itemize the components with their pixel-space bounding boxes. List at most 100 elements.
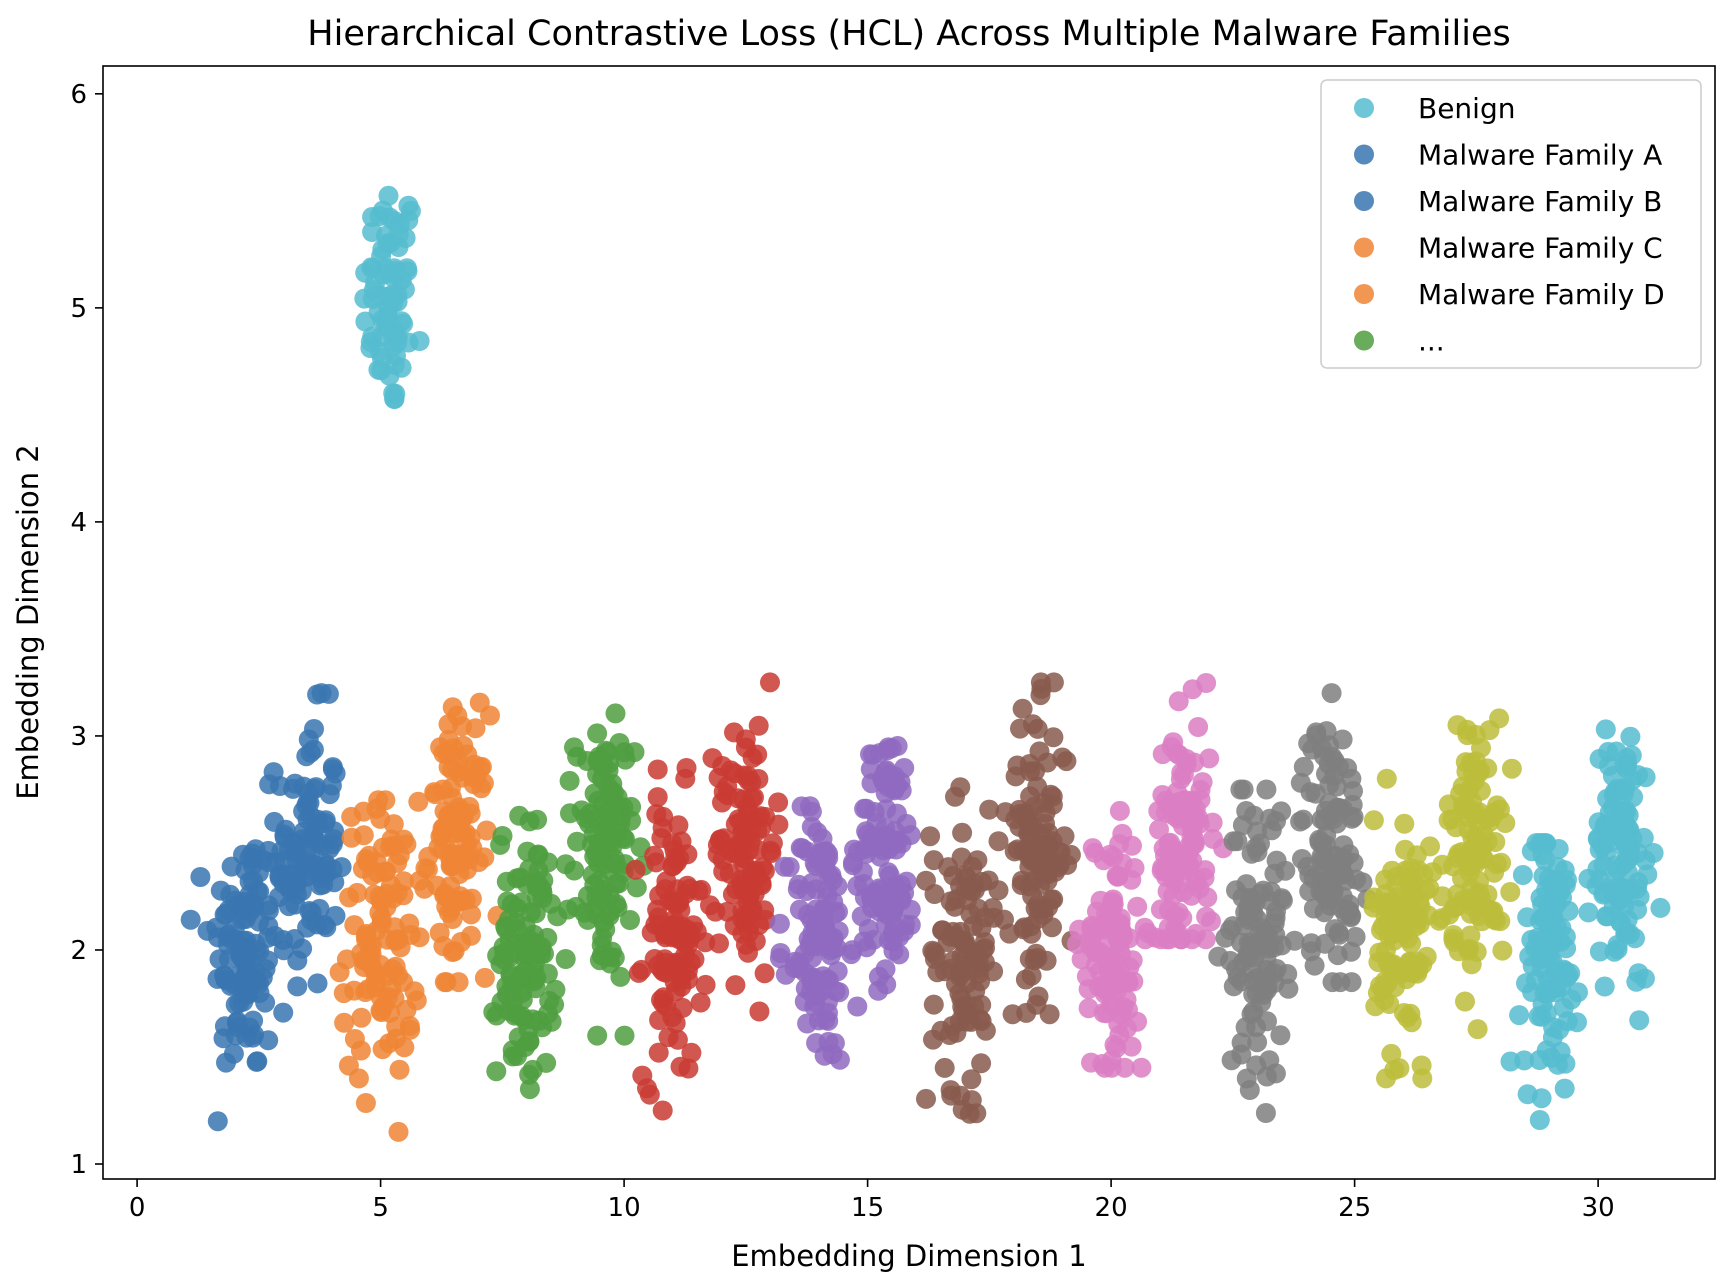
data-point	[668, 815, 689, 836]
data-point	[1319, 793, 1340, 814]
data-point	[354, 288, 375, 309]
data-point	[1554, 1078, 1575, 1099]
data-point	[923, 1029, 943, 1050]
data-point	[344, 1029, 365, 1049]
data-point	[283, 778, 303, 799]
data-point	[1171, 929, 1192, 950]
data-point	[779, 857, 800, 877]
data-point	[1255, 1103, 1276, 1123]
data-point	[318, 683, 339, 704]
legend-marker	[1354, 284, 1374, 304]
data-point	[1620, 880, 1641, 901]
data-point	[1256, 779, 1277, 800]
data-point	[384, 211, 405, 231]
data-point	[983, 907, 1004, 928]
data-point	[1341, 905, 1362, 926]
data-point	[365, 272, 386, 293]
data-point	[582, 864, 603, 885]
data-point	[1246, 1017, 1266, 1038]
data-point	[1314, 902, 1335, 923]
data-point	[1078, 979, 1099, 1000]
data-point	[946, 1022, 967, 1043]
data-point	[817, 886, 838, 907]
data-point	[1270, 1025, 1291, 1046]
data-point	[829, 982, 850, 1003]
data-point	[1158, 833, 1179, 854]
data-point	[1266, 811, 1286, 832]
data-point	[307, 973, 328, 994]
data-point	[665, 1013, 686, 1034]
data-point	[1333, 835, 1354, 856]
data-point	[754, 963, 775, 984]
data-point	[1188, 717, 1209, 737]
data-point	[1616, 748, 1637, 769]
data-point	[680, 952, 701, 973]
data-point	[934, 1057, 955, 1078]
data-point	[567, 746, 588, 767]
data-point	[1384, 930, 1404, 951]
data-point	[1517, 1084, 1538, 1105]
data-point	[648, 955, 668, 976]
data-point	[1444, 932, 1465, 952]
data-point	[742, 862, 762, 883]
data-point	[483, 1002, 504, 1022]
data-point	[647, 787, 668, 808]
data-point	[356, 849, 376, 870]
data-point	[1442, 809, 1463, 829]
data-point	[1009, 816, 1030, 837]
data-point	[591, 883, 612, 904]
data-point	[1096, 1003, 1117, 1024]
data-point	[1150, 929, 1171, 950]
data-point	[652, 1100, 673, 1121]
data-point	[1102, 893, 1123, 914]
data-point	[676, 758, 697, 778]
data-point	[1594, 976, 1615, 997]
data-point	[1452, 868, 1472, 889]
data-point	[408, 791, 429, 812]
data-point	[1623, 787, 1644, 808]
data-point	[269, 866, 290, 886]
data-point	[1277, 964, 1298, 984]
data-point	[1149, 819, 1169, 840]
data-point	[851, 906, 872, 927]
data-point	[1540, 899, 1561, 920]
data-point	[1512, 865, 1533, 885]
data-point	[537, 963, 558, 984]
data-point	[1069, 919, 1090, 940]
data-point	[214, 966, 235, 987]
data-point	[762, 833, 783, 854]
data-point	[802, 947, 823, 968]
legend-label: Malware Family A	[1418, 139, 1662, 172]
data-point	[234, 891, 255, 912]
data-point	[341, 827, 362, 848]
data-point	[286, 849, 307, 870]
data-point	[712, 792, 732, 813]
data-point	[1363, 810, 1384, 831]
data-point	[1024, 796, 1045, 817]
x-tick-label: 0	[129, 1193, 146, 1223]
data-point	[490, 834, 511, 855]
data-point	[1192, 772, 1213, 793]
data-point	[1121, 1036, 1142, 1057]
data-point	[507, 919, 528, 940]
data-point	[486, 1061, 507, 1082]
data-point	[1509, 1005, 1530, 1026]
data-point	[503, 991, 524, 1011]
data-point	[1084, 842, 1105, 863]
data-point	[1230, 779, 1251, 800]
data-point	[1386, 866, 1407, 887]
data-point	[624, 742, 645, 763]
data-point	[1539, 868, 1559, 889]
data-point	[560, 803, 580, 824]
data-point	[446, 848, 467, 869]
data-point	[1602, 797, 1623, 818]
data-point	[298, 729, 319, 750]
data-point	[1239, 1080, 1260, 1100]
data-point	[1215, 927, 1236, 948]
data-point	[816, 841, 837, 862]
data-point	[389, 1059, 410, 1080]
data-point	[1460, 925, 1481, 946]
data-point	[1259, 1050, 1280, 1071]
data-point	[1595, 719, 1616, 740]
x-tick-label: 15	[851, 1193, 884, 1223]
